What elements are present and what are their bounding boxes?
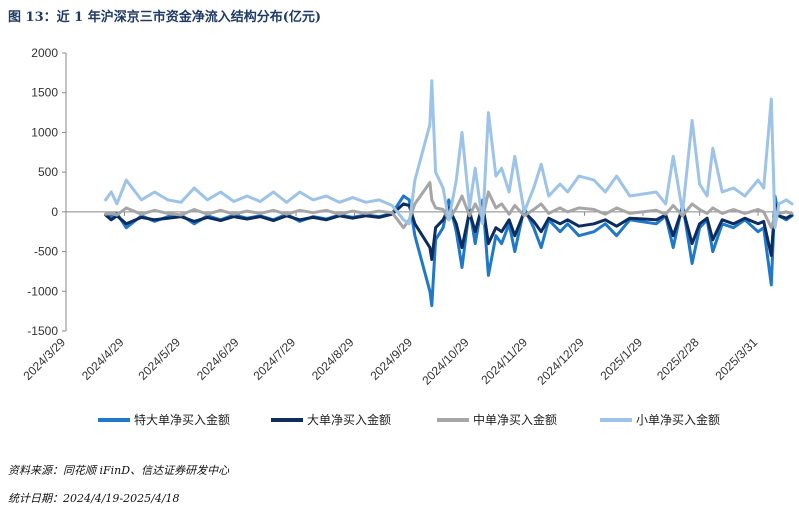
series-line-3: [104, 181, 794, 230]
legend-label: 中单净买入金额: [473, 412, 557, 427]
x-tick-label: 2024/11/29: [478, 335, 530, 387]
y-tick-label: -500: [34, 245, 58, 259]
x-tick-label: 2024/6/29: [194, 335, 242, 383]
period-note: 统计日期：2024/4/19-2025/4/18: [8, 492, 180, 505]
y-tick-label: 0: [51, 205, 58, 219]
x-tick-label: 2024/8/29: [309, 335, 357, 383]
chart-title: 图 13：近 1 年沪深京三市资金净流入结构分布(亿元): [8, 10, 322, 25]
x-tick-label: 2025/1/29: [597, 335, 645, 383]
x-tick-label: 2024/10/29: [419, 335, 472, 388]
series-line-2: [104, 202, 794, 261]
x-tick-label: 2024/3/29: [20, 335, 68, 383]
y-axis: -1500 -1000 -500 0 500 1000 1500 2000: [27, 46, 67, 338]
y-tick-label: 500: [38, 165, 58, 179]
legend: 特大单净买入金额 大单净买入金额 中单净买入金额 小单净买入金额: [98, 412, 720, 427]
source-note: 资料来源：同花顺 iFinD、信达证券研发中心: [8, 464, 230, 477]
y-tick-label: 1500: [31, 86, 58, 100]
y-tick-label: 2000: [31, 46, 58, 60]
x-tick-label: 2024/12/29: [534, 335, 587, 388]
series-line-4: [104, 79, 794, 230]
x-tick-label: 2025/3/31: [713, 335, 761, 383]
y-tick-label: 1000: [31, 125, 58, 139]
legend-label: 特大单净买入金额: [134, 412, 230, 427]
x-tick-label: 2024/5/29: [135, 335, 183, 383]
x-tick-label: 2024/4/29: [79, 335, 127, 383]
series-layer: [104, 79, 794, 308]
y-tick-label: -1000: [27, 284, 58, 298]
x-tick-label: 2024/7/29: [251, 335, 299, 383]
y-tick-label: -1500: [27, 324, 58, 338]
x-tick-label: 2025/2/28: [654, 335, 702, 383]
x-tick-label: 2024/9/29: [367, 335, 415, 383]
legend-label: 大单净买入金额: [307, 412, 391, 427]
legend-label: 小单净买入金额: [636, 412, 720, 427]
